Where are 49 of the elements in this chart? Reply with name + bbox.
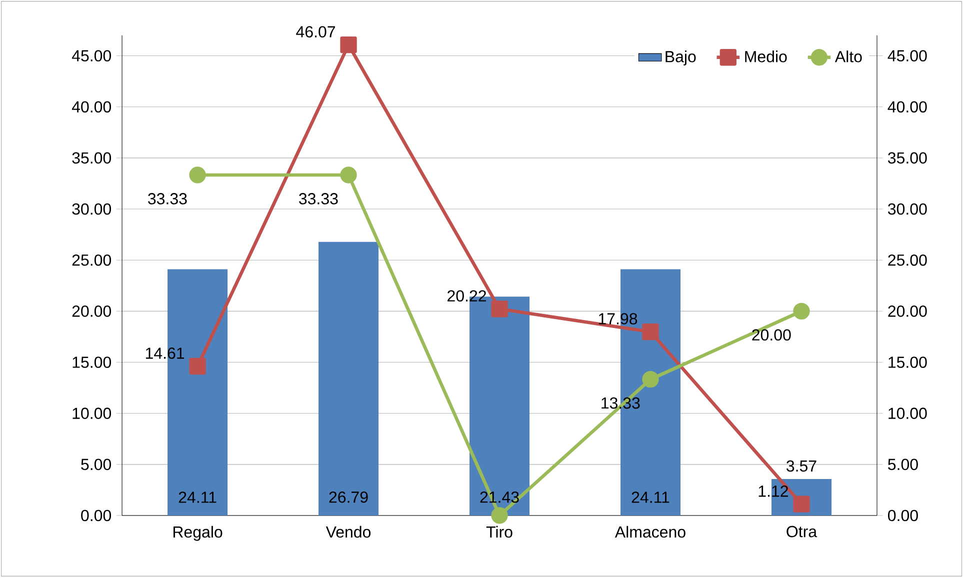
y2-tick-label: 45.00 xyxy=(888,50,927,62)
x-tick-label: Regalo xyxy=(173,526,222,542)
y2-tick-label: 25.00 xyxy=(888,254,927,266)
x-tick-label: Tiro xyxy=(486,526,512,538)
data-label: 20.22 xyxy=(448,290,486,302)
point xyxy=(189,358,206,375)
data-label: 33.33 xyxy=(299,193,338,205)
y2-tick-label: 35.00 xyxy=(888,152,927,164)
point xyxy=(793,303,810,320)
x-tick-label: Otra xyxy=(786,526,818,538)
y2-tick-label: 15.00 xyxy=(888,356,927,368)
x-tick-label: Almaceno xyxy=(614,526,686,538)
point xyxy=(642,371,659,388)
y-tick-label: 40.00 xyxy=(72,101,112,113)
data-label: 26.79 xyxy=(329,492,368,504)
y-tick-label: 45.00 xyxy=(72,50,112,62)
data-label: 24.11 xyxy=(632,492,670,504)
y-tick-label: 10.00 xyxy=(72,408,112,420)
data-label: 46.07 xyxy=(296,26,335,38)
point xyxy=(491,300,508,318)
y-tick-label: 30.00 xyxy=(72,204,112,215)
y2-tick-label: 30.00 xyxy=(888,204,927,215)
point xyxy=(491,507,508,524)
y2-tick-label: 5.00 xyxy=(888,459,918,470)
point xyxy=(340,36,357,54)
y2-tick-label: 40.00 xyxy=(888,101,927,113)
point xyxy=(189,166,206,184)
data-label: 3.57 xyxy=(786,460,816,472)
legend-label: Alto xyxy=(834,50,862,63)
legend-label: Bajo xyxy=(666,50,696,66)
y-tick-label: 20.00 xyxy=(72,306,112,318)
y2-tick-label: 10.00 xyxy=(888,408,927,420)
data-label: 20.00 xyxy=(752,329,791,341)
data-label: 13.33 xyxy=(602,398,640,409)
point xyxy=(340,166,357,184)
y-tick-label: 5.00 xyxy=(81,459,112,470)
bar xyxy=(318,242,379,516)
y2-tick-label: 20.00 xyxy=(888,306,927,318)
y2-tick-label: 0.00 xyxy=(888,510,918,522)
y-tick-label: 35.00 xyxy=(72,152,112,164)
x-tick-label: Vendo xyxy=(326,526,371,538)
data-label: 33.33 xyxy=(148,193,187,205)
point xyxy=(642,324,659,340)
data-label: 21.43 xyxy=(480,492,519,504)
y-tick-label: 25.00 xyxy=(72,254,112,266)
data-label: 24.11 xyxy=(178,492,216,504)
y-tick-label: 0.00 xyxy=(81,510,112,522)
legend-label: Medio xyxy=(745,50,787,63)
y-tick-label: 15.00 xyxy=(72,356,112,368)
